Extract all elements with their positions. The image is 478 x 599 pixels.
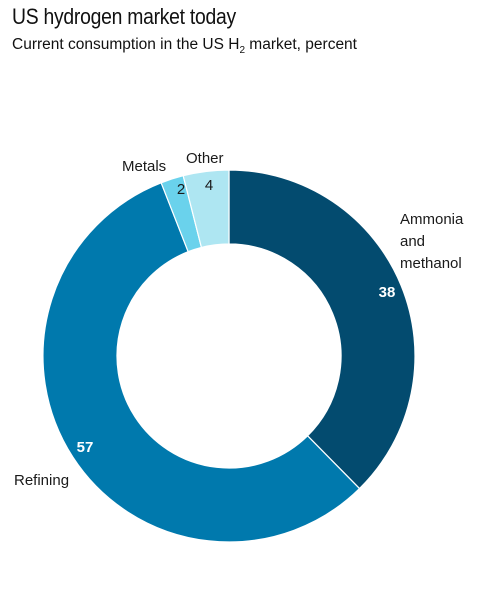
subtitle-text: Current consumption in the US H	[12, 36, 240, 53]
chart-subtitle: Current consumption in the US H2 market,…	[12, 36, 357, 56]
donut-slice-3	[182, 169, 230, 249]
category-label-2: Metals	[122, 158, 166, 175]
value-label-3: 4	[205, 177, 213, 194]
value-label-1: 57	[77, 439, 94, 456]
category-label-0: Ammonia and methanol	[400, 211, 464, 272]
subtitle-text-end: market, percent	[245, 36, 357, 53]
donut-slice-1	[42, 182, 361, 543]
chart-title: US hydrogen market today	[12, 4, 236, 29]
value-label-0: 38	[379, 284, 396, 301]
category-label-1: Refining	[14, 472, 69, 489]
category-label-3: Other	[186, 150, 224, 167]
donut-slice-0	[228, 169, 416, 490]
subtitle-subscript: 2	[239, 45, 245, 57]
value-label-2: 2	[177, 181, 185, 198]
